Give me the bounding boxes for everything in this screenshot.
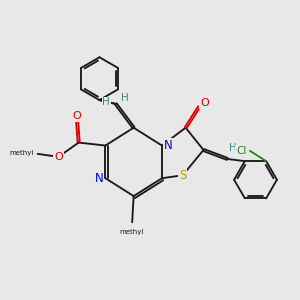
Text: methyl: methyl [119, 229, 144, 235]
Text: H: H [229, 142, 237, 153]
Text: S: S [179, 169, 186, 182]
Text: H: H [102, 98, 110, 107]
Text: O: O [200, 98, 209, 108]
Text: Cl: Cl [236, 146, 246, 156]
Text: O: O [72, 111, 81, 121]
Text: O: O [54, 152, 63, 162]
Text: N: N [94, 172, 103, 185]
Text: N: N [164, 139, 173, 152]
Text: methyl: methyl [10, 150, 34, 156]
Text: H: H [121, 93, 129, 103]
